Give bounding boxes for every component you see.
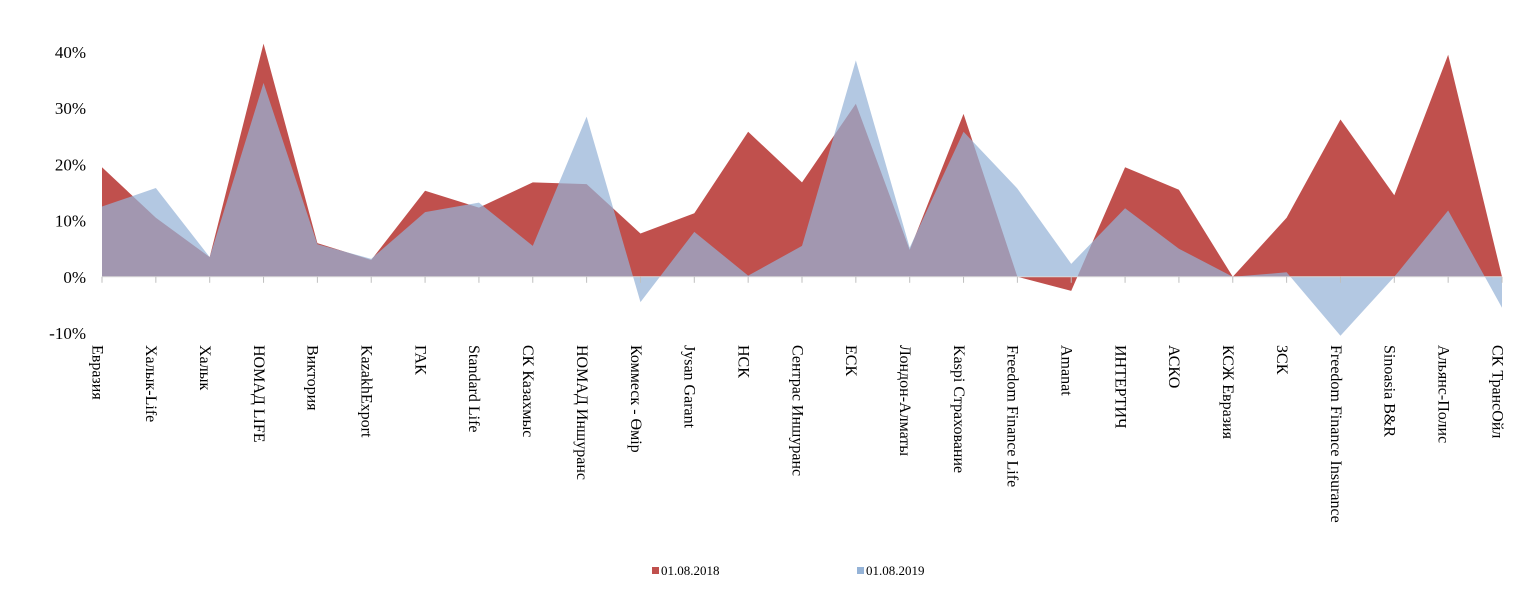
x-tick-label: КСЖ Евразия — [1219, 345, 1236, 440]
x-tick-label: Standard Life — [465, 345, 482, 433]
x-tick-label: СК Казахмыс — [519, 345, 536, 437]
x-tick-label: ЕСК — [842, 345, 859, 376]
plot-area — [102, 43, 1502, 336]
legend: 01.08.2018 01.08.2019 — [652, 563, 925, 578]
x-tick-label: Amanat — [1058, 345, 1075, 396]
x-tick-label: Лондон-Алматы — [896, 345, 913, 456]
x-tick-label: Freedom Finance Life — [1004, 345, 1021, 487]
x-tick-label: НОМАД LIFE — [250, 345, 267, 443]
axes: Евразия Халык-Life Халык НОМАД LIFE Виктория… — [49, 43, 1505, 523]
x-tick-label: Kaspi Страхование — [950, 345, 967, 473]
legend-swatch — [652, 567, 659, 574]
x-tick-label: Халык — [196, 345, 213, 391]
series-area-1 — [102, 60, 1502, 336]
x-tick-label: Евразия — [88, 345, 105, 400]
y-tick-label: 0% — [63, 268, 86, 287]
x-tick-label: KazakhExport — [358, 345, 375, 438]
x-tick-label: Sinoasia B&R — [1381, 345, 1398, 437]
x-tick-label: Freedom Finance Insurance — [1327, 345, 1344, 523]
y-tick-label: -10% — [49, 324, 86, 343]
x-tick-label: Альянс-Полис — [1434, 345, 1451, 443]
x-tick-label: НОМАД Иншуранс — [573, 345, 590, 480]
legend-label: 01.08.2019 — [866, 563, 925, 578]
x-tick-label: АСКО — [1165, 345, 1182, 388]
x-tick-label: ЗСК — [1273, 345, 1290, 375]
x-tick-label: СК ТрансОйл — [1488, 345, 1505, 438]
y-tick-label: 40% — [55, 43, 86, 62]
legend-swatch — [857, 567, 864, 574]
x-tick-label: НСК — [734, 345, 751, 378]
x-tick-label: Халык-Life — [142, 345, 159, 422]
y-tick-label: 10% — [55, 212, 86, 231]
x-tick-label: Jysan Garant — [681, 345, 698, 429]
y-tick-label: 20% — [55, 155, 86, 174]
x-tick-label: ГАК — [411, 345, 428, 375]
y-tick-label: 30% — [55, 99, 86, 118]
x-tick-label: Виктория — [304, 345, 321, 411]
legend-label: 01.08.2018 — [661, 563, 720, 578]
x-tick-label: ИНТЕРТИЧ — [1111, 345, 1128, 428]
x-tick-label: Сентрас Иншуранс — [788, 345, 805, 476]
x-tick-label: Коммеск - Өмір — [627, 345, 644, 453]
